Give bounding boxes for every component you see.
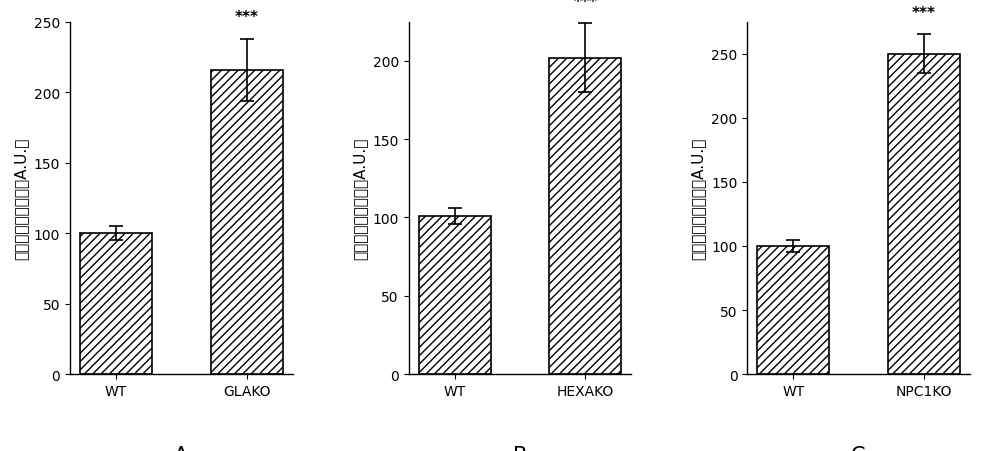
Text: B: B (513, 445, 527, 451)
Text: ***: *** (573, 0, 597, 10)
Bar (419, 216, 491, 374)
Y-axis label: 溶酶体胆固醇总量（A.U.）: 溶酶体胆固醇总量（A.U.） (352, 138, 367, 259)
Text: ***: *** (912, 6, 936, 21)
Y-axis label: 溶酶体胆固醇总量（A.U.）: 溶酶体胆固醇总量（A.U.） (13, 138, 28, 259)
Text: A: A (174, 445, 189, 451)
Bar (211, 70, 283, 374)
Y-axis label: 溶酶体胆固醇总量（A.U.）: 溶酶体胆固醇总量（A.U.） (691, 138, 706, 259)
Bar (888, 55, 960, 374)
Text: ***: *** (235, 10, 259, 25)
Bar (549, 59, 621, 374)
Bar (757, 246, 829, 374)
Bar (80, 234, 152, 374)
Text: C: C (851, 445, 866, 451)
